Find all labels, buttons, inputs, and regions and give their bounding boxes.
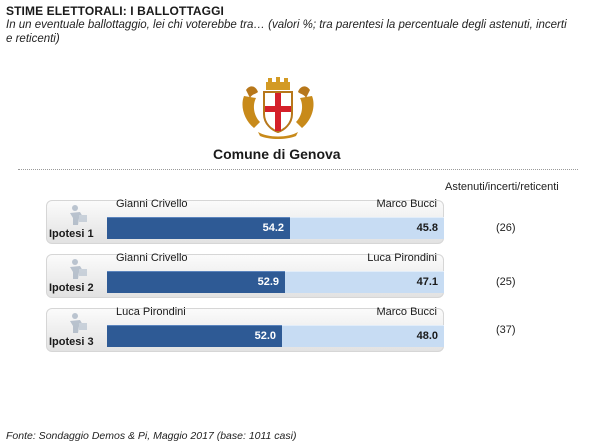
right-value-label: 47.1 bbox=[416, 276, 438, 288]
undecided-column-header: Astenuti/incerti/reticenti bbox=[445, 181, 559, 193]
right-candidate-bar bbox=[290, 217, 444, 239]
left-candidate-name: Gianni Crivello bbox=[116, 252, 188, 264]
right-candidate-name: Marco Bucci bbox=[376, 198, 437, 210]
right-value-label: 48.0 bbox=[416, 330, 438, 342]
divider bbox=[18, 169, 578, 170]
chart-subtitle: In un eventuale ballottaggio, lei chi vo… bbox=[6, 19, 567, 45]
left-candidate-name: Luca Pirondini bbox=[116, 306, 186, 318]
left-candidate-bar bbox=[107, 271, 285, 293]
left-candidate-bar bbox=[107, 325, 282, 347]
left-value-label: 52.0 bbox=[254, 330, 276, 342]
hypothesis-label: Ipotesi 3 bbox=[49, 336, 94, 348]
right-candidate-bar bbox=[285, 271, 444, 293]
source-note: Fonte: Sondaggio Demos & Pi, Maggio 2017… bbox=[6, 430, 297, 442]
undecided-value: (25) bbox=[496, 276, 516, 288]
hypothesis-label: Ipotesi 1 bbox=[49, 228, 94, 240]
chart-title: STIME ELETTORALI: I BALLOTTAGGI bbox=[6, 4, 224, 18]
right-candidate-name: Luca Pirondini bbox=[367, 252, 437, 264]
left-value-label: 52.9 bbox=[257, 276, 279, 288]
genoa-coat-of-arms-icon bbox=[242, 77, 314, 139]
right-candidate-bar bbox=[282, 325, 444, 347]
left-candidate-bar bbox=[107, 217, 290, 239]
right-candidate-name: Marco Bucci bbox=[376, 306, 437, 318]
voter-figure-icon bbox=[66, 312, 88, 334]
right-value-label: 45.8 bbox=[416, 222, 438, 234]
voter-figure-icon bbox=[66, 204, 88, 226]
municipality-name: Comune di Genova bbox=[213, 146, 341, 162]
hypothesis-label: Ipotesi 2 bbox=[49, 282, 94, 294]
undecided-value: (37) bbox=[496, 324, 516, 336]
left-candidate-name: Gianni Crivello bbox=[116, 198, 188, 210]
voter-figure-icon bbox=[66, 258, 88, 280]
left-value-label: 54.2 bbox=[262, 222, 284, 234]
undecided-value: (26) bbox=[496, 222, 516, 234]
